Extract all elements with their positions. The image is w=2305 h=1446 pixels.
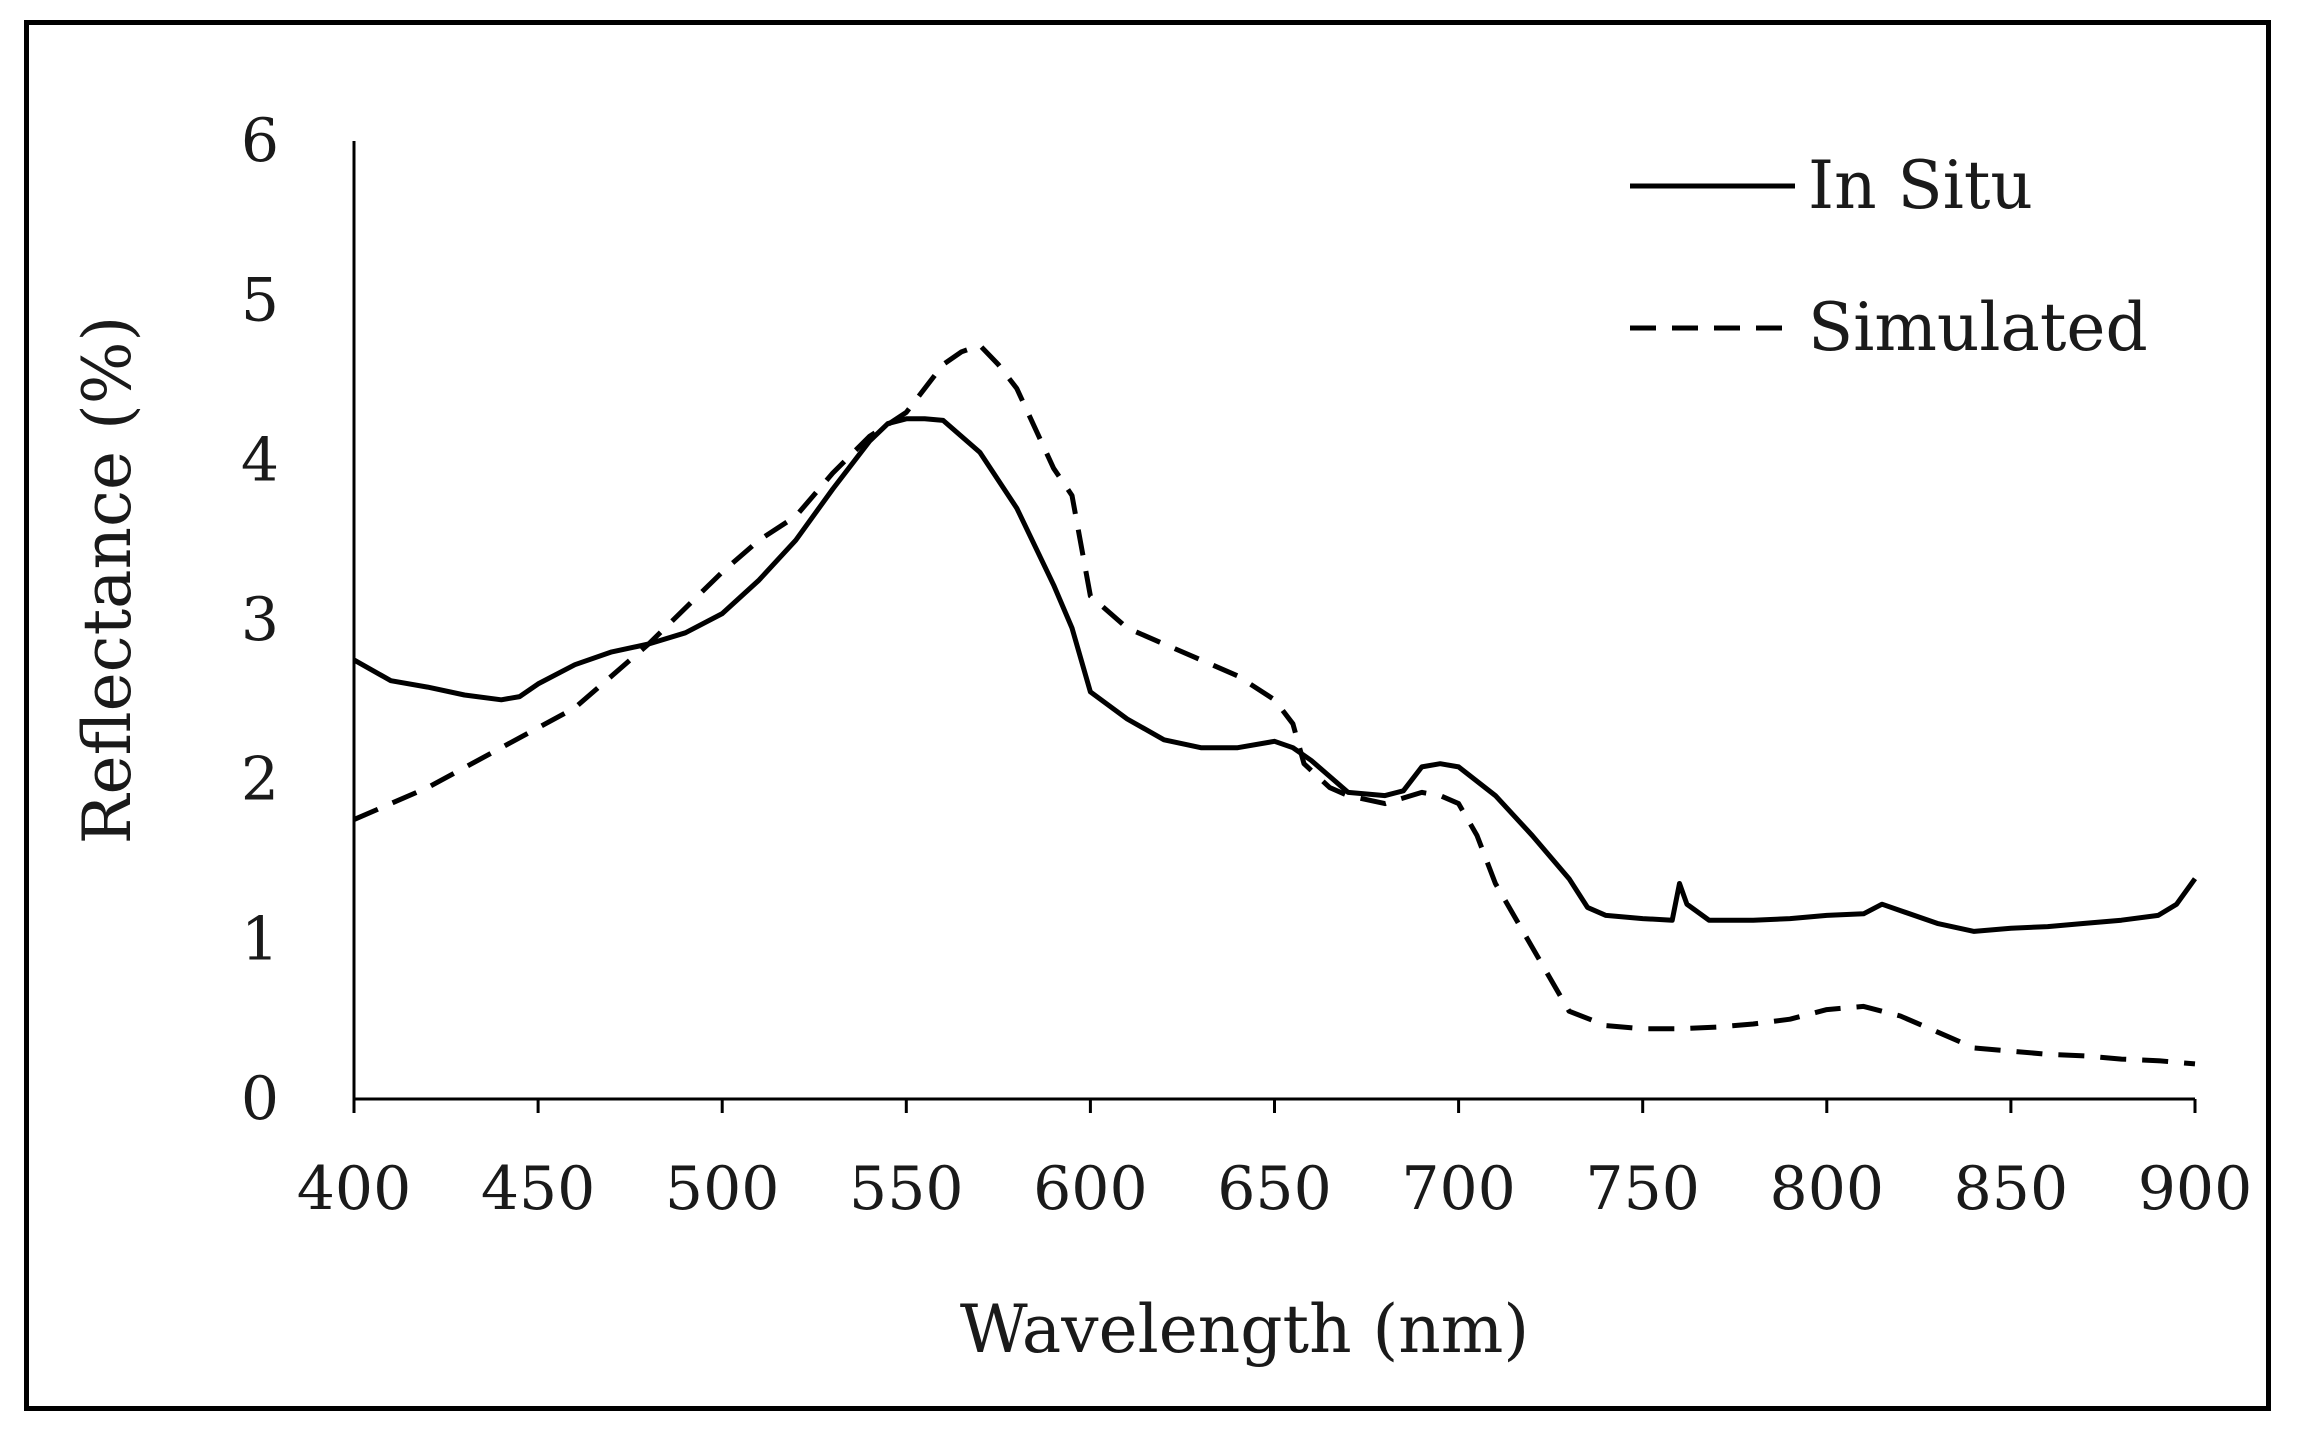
y-tick-label: 3 [241,585,279,655]
y-tick-label: 4 [241,425,279,495]
legend-label-simulated: Simulated [1808,289,2148,366]
x-tick-label: 650 [1217,1154,1332,1224]
y-tick-label: 1 [241,904,279,974]
series-line-simulated [353,342,2196,1067]
series-line-in-situ [352,416,2198,934]
chart-frame: 400 450 500 550 600 650 700 750 800 850 900 0 1 2 3 4 5 6… [24,20,2271,1411]
x-tick-label: 900 [2138,1154,2253,1224]
y-tick-label: 5 [241,266,279,336]
x-tick-label: 800 [1770,1154,1885,1224]
x-tick-label: 550 [849,1154,964,1224]
chart-svg: 400 450 500 550 600 650 700 750 800 850 900 0 1 2 3 4 5 6… [69,106,2252,1368]
legend-label-in-situ: In Situ [1808,147,2033,224]
x-axis-title: Wavelength (nm) [960,1291,1529,1368]
x-tick-label: 600 [1033,1154,1148,1224]
y-tick-label: 2 [241,745,279,815]
y-tick-label: 0 [241,1064,279,1134]
x-tick-label: 700 [1401,1154,1516,1224]
x-tick-label: 750 [1585,1154,1700,1224]
plot-area: 400 450 500 550 600 650 700 750 800 850 900 0 1 2 3 4 5 6… [69,106,2252,1368]
x-tick-label: 400 [297,1154,412,1224]
y-axis-title: Reflectance (%) [69,316,146,844]
x-tick-label: 850 [1954,1154,2069,1224]
x-tick-label: 450 [481,1154,596,1224]
x-tick-label: 500 [665,1154,780,1224]
y-tick-label: 6 [241,106,279,176]
